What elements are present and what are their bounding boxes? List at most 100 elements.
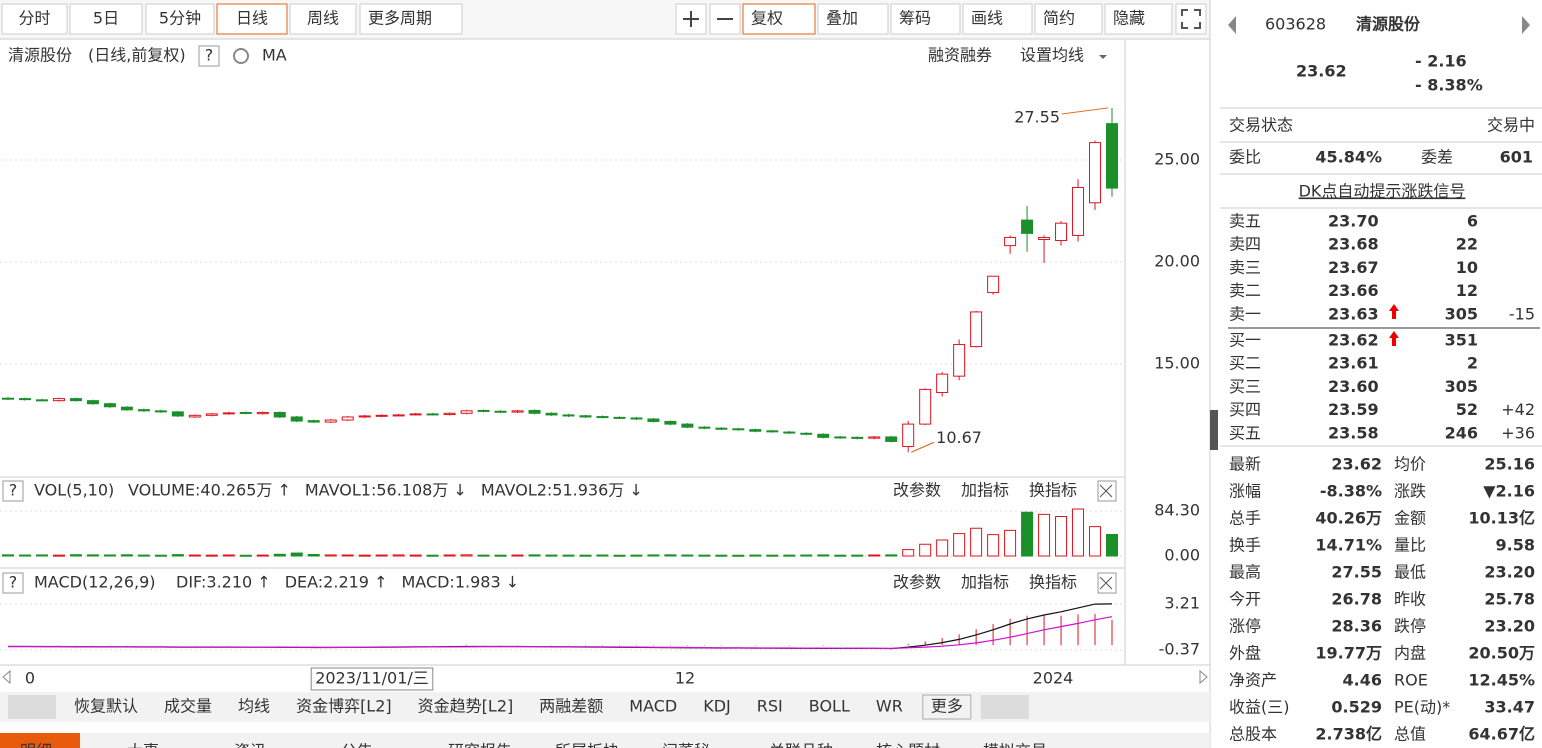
volume-bar [715,554,728,557]
period-button[interactable] [69,3,143,35]
volume-bar [936,539,949,557]
action[interactable]: 换指标 [1029,481,1077,500]
info-tab[interactable]: 所属板块 [555,742,619,748]
action[interactable]: 换指标 [1029,573,1077,592]
candle-body [69,398,82,402]
stat-value: 0.529 [1331,698,1382,717]
info-tab[interactable]: 模拟交易 [983,742,1047,748]
info-tab[interactable]: 关联品种 [769,742,833,748]
x-tick-label: 2024 [1033,669,1074,688]
plus-icon [683,11,699,27]
info-tab[interactable]: 明细 [20,742,52,748]
candle-body [1089,142,1102,204]
help[interactable]: ? [9,573,18,592]
date-box [310,667,434,691]
candle-body [834,436,847,439]
book-volume: 305 [1445,377,1478,396]
book-volume: 52 [1456,400,1478,419]
stat-label: ROE [1394,671,1428,690]
action[interactable]: 改参数 [893,481,941,500]
fullscreen-icon [1181,9,1201,29]
tool-button[interactable] [1034,3,1103,35]
candle-body [103,403,116,408]
book-price: 23.59 [1328,400,1379,419]
info-tab[interactable]: 研究报告 [448,742,512,748]
book-price: 23.58 [1328,423,1379,442]
signal-link[interactable]: DK点自动提示涨跌信号 [1299,182,1466,201]
tool-button[interactable] [890,3,961,35]
period-button[interactable] [145,3,215,35]
tool-button[interactable] [962,3,1033,35]
info-tab[interactable]: 问董秘 [662,742,710,748]
period-button[interactable] [359,3,463,35]
value: 601 [1500,148,1533,167]
active-tab[interactable] [0,733,80,748]
period-button[interactable] [1,3,68,35]
tool-button[interactable] [817,3,889,35]
scroll-arrows[interactable] [2,669,1208,685]
link[interactable]: 融资融券 [928,46,992,65]
info-tab[interactable]: 大事 [127,742,159,748]
volume-bar [290,552,303,557]
indicator-tab[interactable]: 均线 [238,697,270,716]
stat-value: -8.38% [1320,482,1382,501]
candle-body [800,432,813,435]
stat-value: 9.58 [1496,536,1535,555]
stat-label: 总手 [1229,509,1261,528]
volume-bar [324,554,337,557]
volume-bar [1021,511,1034,557]
indicator-tab[interactable]: 资金博弈[L2] [296,697,392,716]
close-icons[interactable] [1099,484,1113,590]
indicator-tab[interactable]: BOLL [809,697,850,716]
indicator-tab[interactable]: MACD [629,697,677,716]
value: 45.84% [1315,148,1382,167]
fullscreen[interactable] [1175,3,1207,35]
y-tick-label: 25.00 [1154,149,1200,168]
period-button[interactable] [216,3,288,35]
settings-icon[interactable] [233,48,249,64]
indicator-tab[interactable]: 资金趋势[L2] [418,697,514,716]
tool-button[interactable] [742,3,816,35]
candle-body [120,406,133,411]
stat-value: 2.738亿 [1315,725,1382,744]
info-tab[interactable]: 资讯 [234,742,266,748]
stat-value: 27.55 [1331,563,1382,582]
help[interactable]: ? [205,46,214,65]
tool-button[interactable] [1104,3,1173,35]
stat-label: PE(动)* [1394,698,1450,717]
period-button[interactable] [289,3,357,35]
book-label: 买五 [1229,423,1261,442]
candle-body [732,428,745,431]
info-tab[interactable]: 公告 [341,742,373,748]
volume-bar [613,554,626,557]
chart-mode: (日线,前复权) [88,46,186,65]
indicator-tab[interactable]: 更多 [931,697,963,716]
close-box[interactable] [1097,480,1117,502]
candle-body [1021,219,1034,234]
volume-bar [69,554,82,557]
volume-bar [239,554,252,557]
panel-toggle[interactable] [1210,410,1218,450]
help[interactable]: ? [9,481,18,500]
stat-value: 20.50万 [1468,644,1535,663]
tab-bar-bg [0,733,1210,748]
action[interactable]: 加指标 [961,573,1009,592]
indicator-tab[interactable]: WR [876,697,903,716]
info-tab[interactable]: 核心题材 [876,742,940,748]
volume-bar [1004,529,1017,557]
candle-body [154,410,167,413]
indicator-tab[interactable]: KDJ [703,697,731,716]
stat-label: 总值 [1394,725,1426,744]
close-box[interactable] [1097,572,1117,594]
indicator-tab[interactable]: 两融差额 [539,697,603,716]
book-volume: 6 [1467,212,1478,231]
candle-body [902,423,915,448]
stat-value: 23.62 [1331,455,1382,474]
indicator-tab[interactable]: 恢复默认 [74,697,138,716]
action[interactable]: 改参数 [893,573,941,592]
indicator-tab[interactable]: 成交量 [164,697,212,716]
link[interactable]: 设置均线 [1020,46,1084,65]
action[interactable]: 加指标 [961,481,1009,500]
indicator-tab[interactable]: RSI [757,697,783,716]
candle-body [528,409,541,414]
